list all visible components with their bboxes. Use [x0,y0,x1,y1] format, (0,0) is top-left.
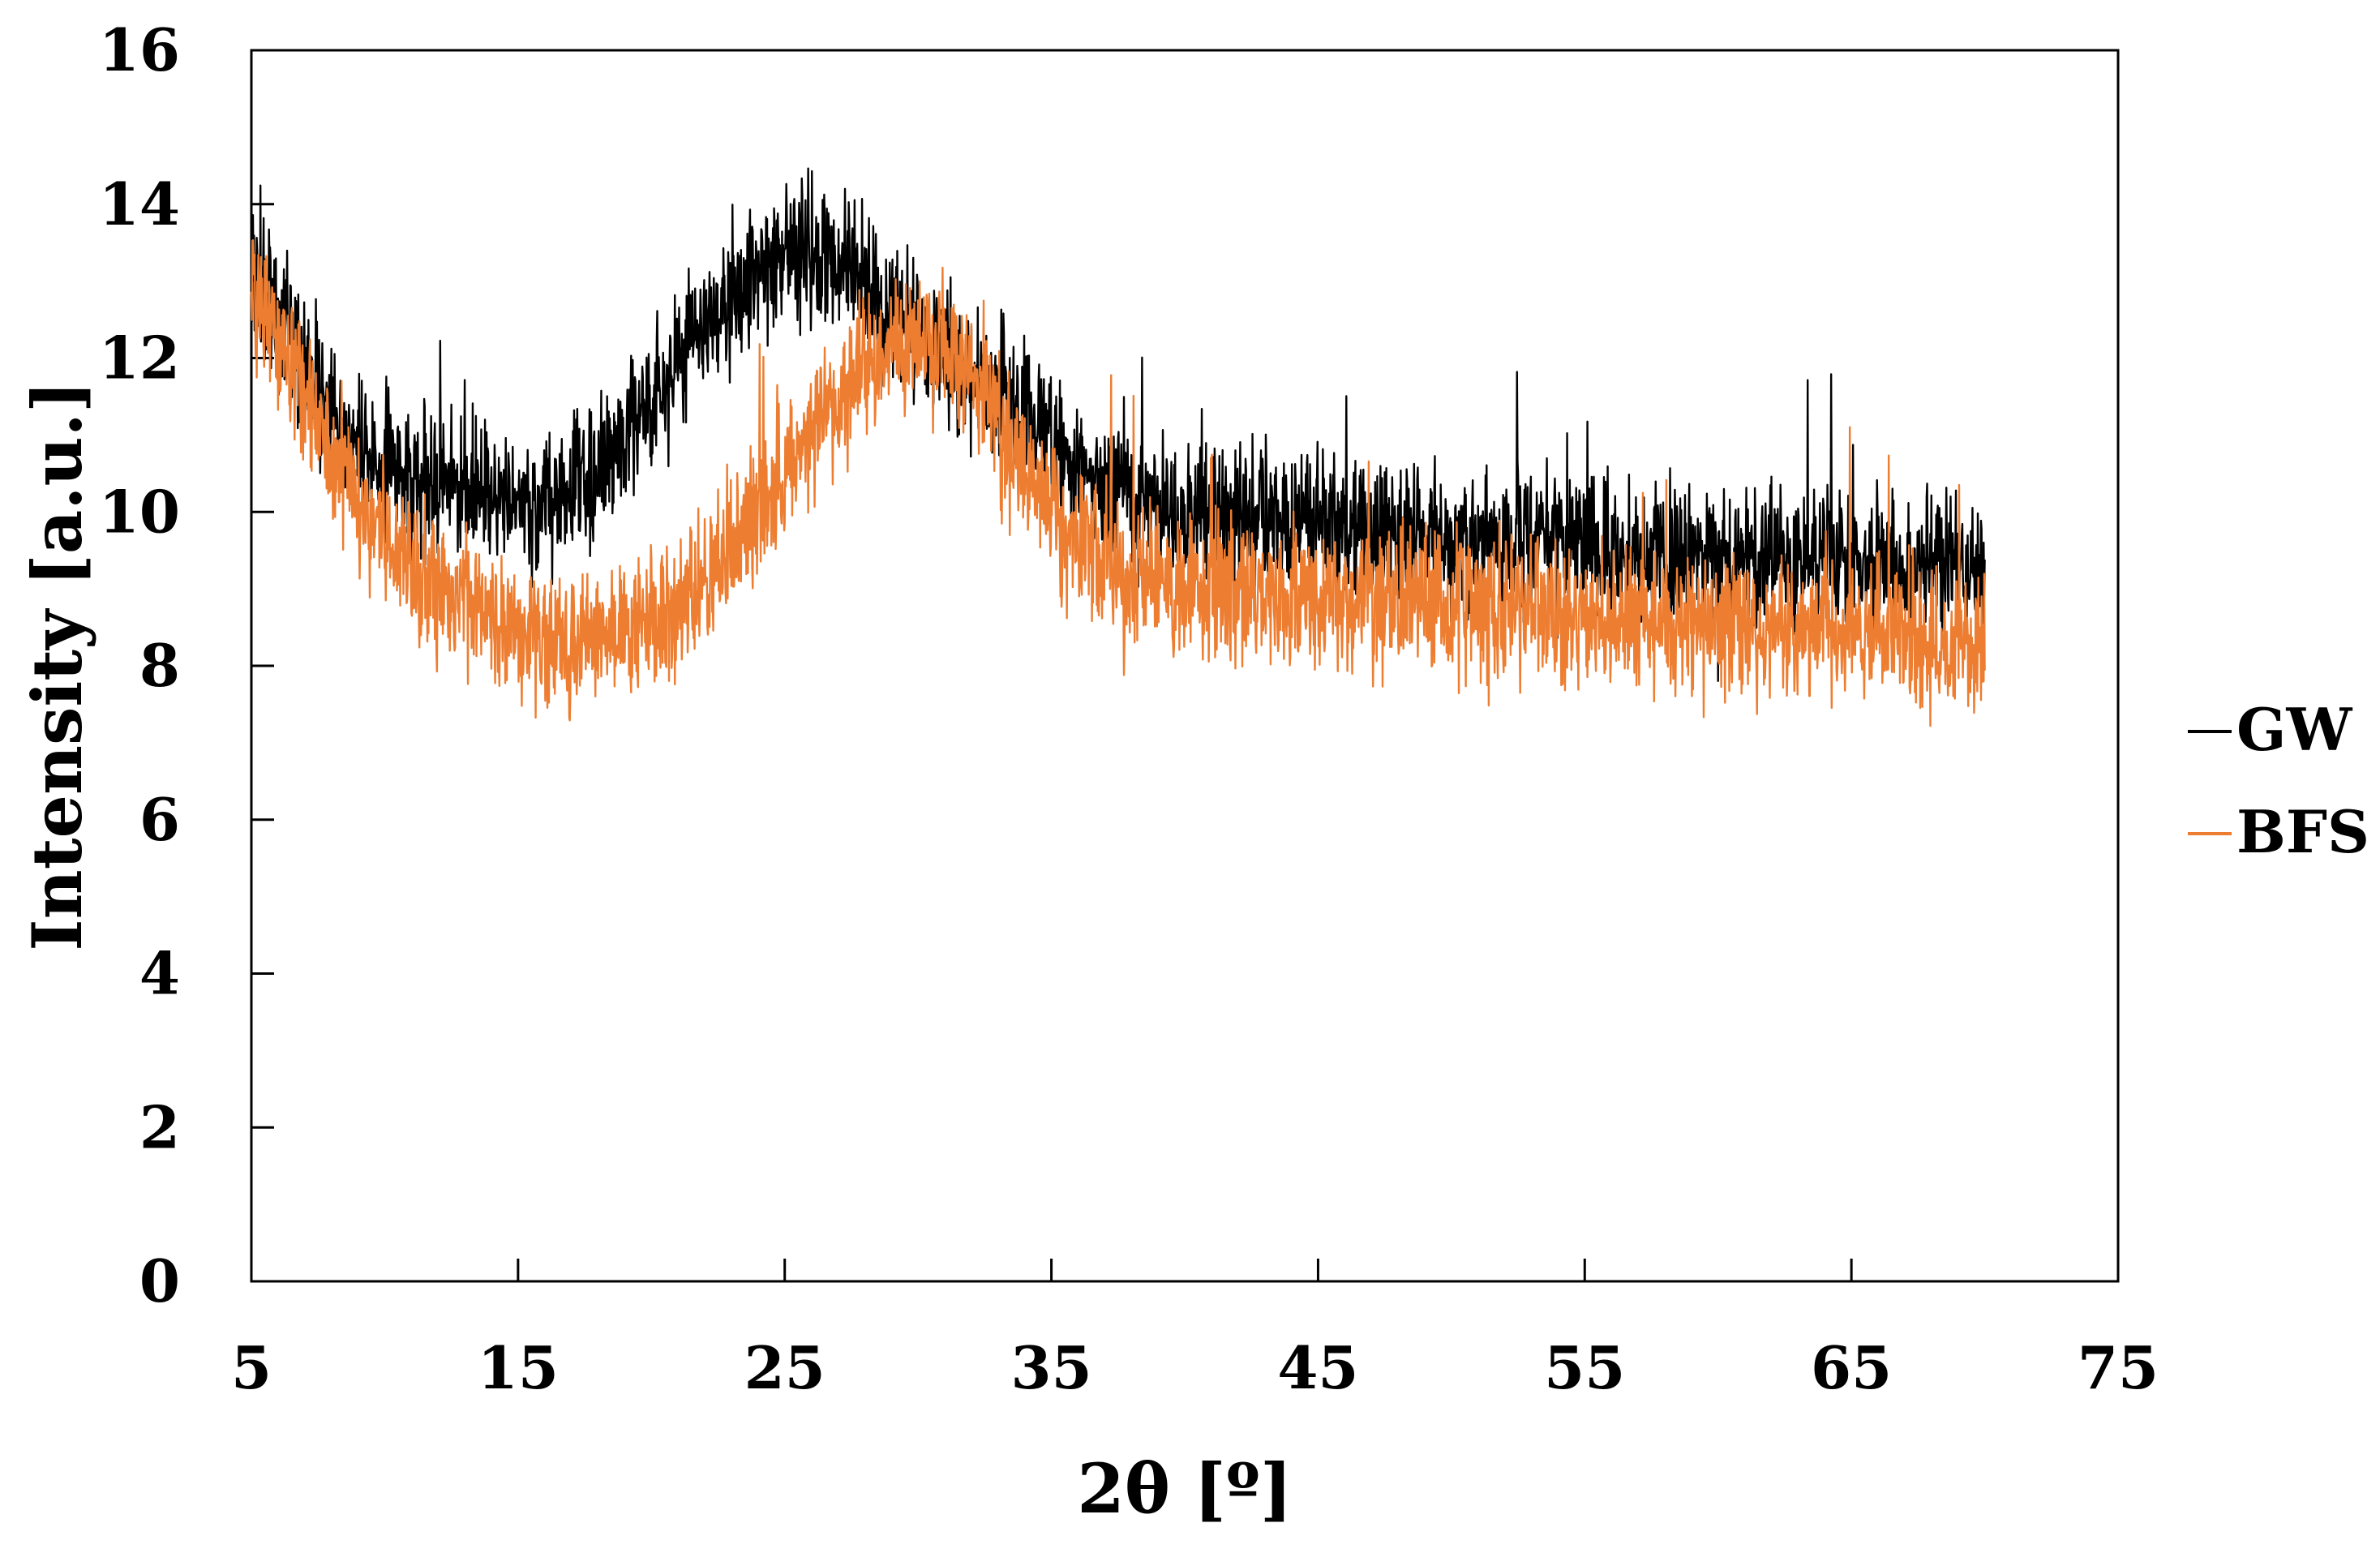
y-tick-label: 0 [139,1246,180,1315]
x-axis: 5 15 25 35 45 55 65 75 [231,1259,2159,1402]
x-tick-label: 75 [2078,1333,2159,1402]
x-tick-label: 55 [1544,1333,1625,1402]
x-tick-label: 45 [1277,1333,1358,1402]
y-tick-label: 12 [99,324,180,393]
x-tick-label: 5 [231,1333,272,1402]
y-tick-label: 16 [99,15,180,84]
x-tick-label: 35 [1010,1333,1091,1402]
series-layer [250,167,1986,727]
legend-label-bfs: BFS [2236,797,2369,866]
y-tick-label: 14 [99,169,180,238]
y-axis-label: Intensity [a.u.] [17,380,97,950]
y-tick-label: 4 [139,939,180,1008]
legend-item-bfs: BFS [2188,797,2369,866]
legend-label-gw: GW [2236,695,2352,764]
legend: GW BFS [2188,695,2369,866]
x-tick-label: 15 [478,1333,559,1402]
y-tick-label: 2 [139,1092,180,1161]
series-line-gw [250,167,1986,682]
x-tick-label: 25 [744,1333,825,1402]
legend-item-gw: GW [2188,695,2352,764]
x-tick-label: 65 [1811,1333,1892,1402]
y-tick-label: 10 [99,477,180,546]
x-axis-label: 2θ [º] [1077,1448,1292,1529]
y-tick-label: 8 [139,631,180,700]
y-tick-label: 6 [139,785,180,854]
series-line-bfs [250,239,1986,727]
y-axis: 0 2 4 6 8 10 12 14 16 [99,15,274,1315]
